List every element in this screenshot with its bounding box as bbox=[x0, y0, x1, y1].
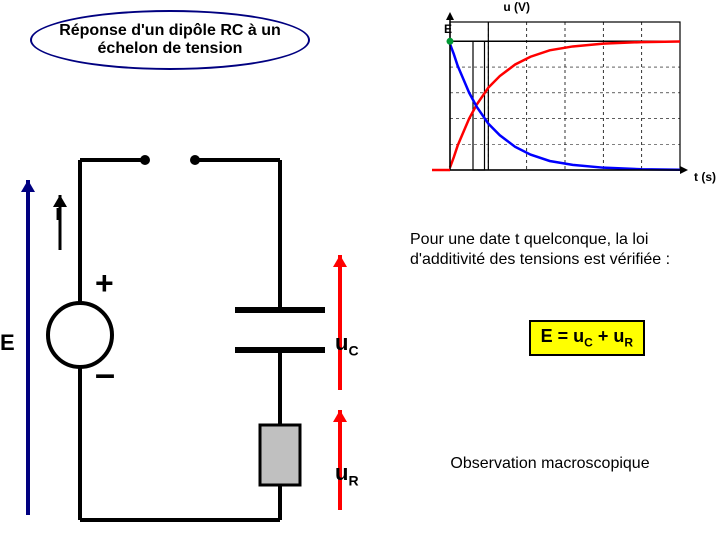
equation-box: E = uC + uR bbox=[529, 320, 645, 356]
title-text: Réponse d'un dipôle RC à un échelon de t… bbox=[52, 22, 288, 57]
rc-response-chart bbox=[430, 10, 690, 190]
minus-label: – bbox=[95, 365, 115, 383]
observation-text: Observation macroscopique bbox=[410, 455, 690, 473]
uc-label: uC bbox=[335, 330, 359, 358]
current-i-label: i bbox=[55, 200, 61, 226]
title-ellipse: Réponse d'un dipôle RC à un échelon de t… bbox=[30, 10, 310, 70]
ur-label: uR bbox=[335, 460, 359, 488]
plus-label: + bbox=[95, 265, 114, 302]
explanation-text: Pour une date t quelconque, la loi d'add… bbox=[410, 230, 690, 270]
x-axis-label: t (s) bbox=[694, 170, 716, 184]
source-E-label: E bbox=[0, 330, 15, 356]
